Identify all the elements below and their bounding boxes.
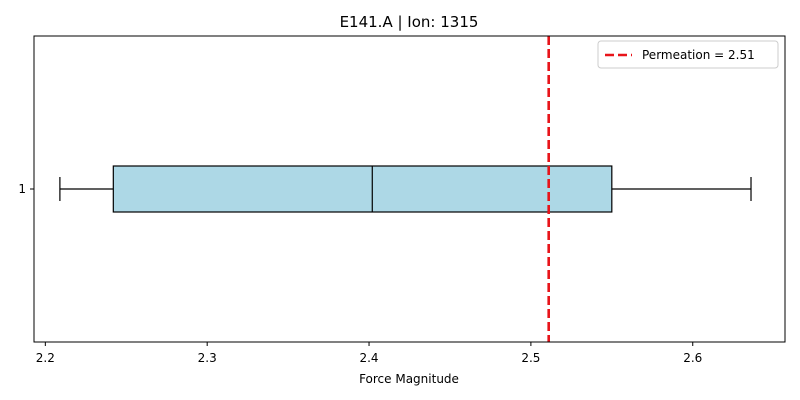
x-tick-label: 2.2 [36, 351, 55, 365]
legend-label: Permeation = 2.51 [642, 48, 755, 62]
x-tick-label: 2.4 [359, 351, 378, 365]
legend: Permeation = 2.51 [597, 40, 779, 69]
chart-title: E141.A | Ion: 1315 [340, 13, 479, 31]
x-tick-label: 2.6 [683, 351, 702, 365]
plot-area [59, 36, 752, 342]
x-tick-label: 2.5 [521, 351, 540, 365]
iqr-box [112, 165, 613, 213]
x-axis-label: Force Magnitude [359, 372, 459, 386]
y-tick-label: 1 [18, 182, 26, 196]
y-axis-ticks: 1 [18, 182, 34, 196]
box-group [59, 165, 752, 213]
x-axis-ticks: 2.2 2.3 2.4 2.5 2.6 [36, 342, 702, 365]
x-tick-label: 2.3 [198, 351, 217, 365]
legend-frame [597, 40, 779, 69]
